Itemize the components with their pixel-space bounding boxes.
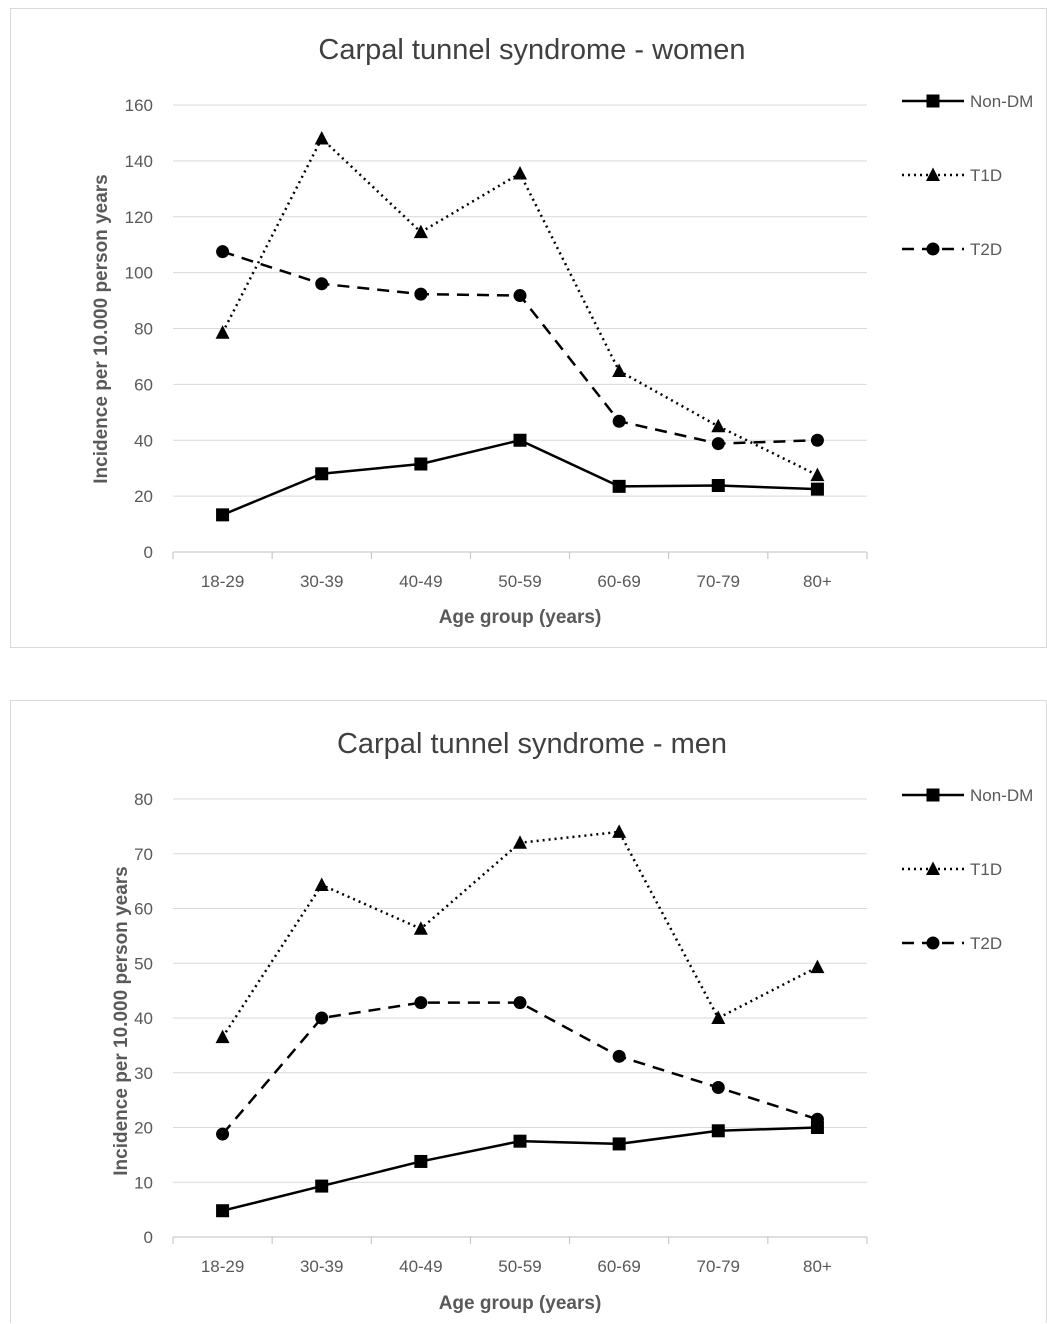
y-tick-label: 70	[134, 845, 153, 864]
legend-marker	[926, 167, 940, 181]
data-point-t2d	[513, 996, 527, 1010]
y-tick-label: 100	[125, 264, 153, 283]
data-point-t1d	[314, 131, 329, 145]
x-tick-label: 60-69	[597, 572, 640, 591]
data-point-t1d	[612, 363, 627, 377]
y-tick-label: 60	[134, 900, 153, 919]
data-point-t2d	[612, 1049, 626, 1063]
x-tick-label: 50-59	[498, 572, 541, 591]
x-tick-label: 40-49	[399, 572, 442, 591]
data-point-non-dm	[810, 482, 824, 496]
series-line-t2d	[222, 250, 818, 445]
data-point-non-dm	[711, 479, 725, 493]
chart-women: Carpal tunnel syndrome - women 0 20 40 60 80…	[10, 8, 1047, 648]
data-point-t1d	[413, 921, 428, 935]
data-point-t2d	[810, 433, 824, 447]
x-tick-label: 18-29	[201, 1257, 244, 1276]
legend-marker	[926, 936, 940, 950]
y-tick-label: 0	[144, 543, 153, 562]
data-point-t1d	[711, 418, 726, 433]
y-axis-label: Incidence per 10.000 person years	[111, 866, 132, 1175]
legend-label: T1D	[970, 166, 1002, 185]
data-point-t2d	[711, 437, 725, 451]
data-point-t1d	[810, 467, 825, 482]
chart-men-svg: Carpal tunnel syndrome - men 0 10 20 30 40 50…	[111, 728, 1033, 1314]
y-tick-label: 80	[134, 320, 153, 339]
data-point-t1d	[413, 224, 428, 239]
y-tick-label: 50	[134, 954, 153, 973]
data-point-t1d	[513, 835, 527, 849]
y-tick-label: 0	[144, 1228, 153, 1247]
data-point-non-dm	[216, 1204, 230, 1218]
y-tick-label: 10	[134, 1173, 153, 1192]
data-point-non-dm	[414, 1154, 428, 1168]
data-point-t2d	[711, 1081, 725, 1095]
legend-label: Non-DM	[970, 786, 1033, 805]
data-point-non-dm	[513, 433, 527, 447]
y-tick-label: 160	[125, 96, 153, 115]
data-point-t2d	[315, 1011, 329, 1025]
legend-label: T2D	[970, 240, 1002, 259]
data-point-t2d	[414, 996, 428, 1010]
legend-label: T2D	[970, 934, 1002, 953]
chart-title: Carpal tunnel syndrome - women	[318, 34, 745, 66]
x-tick-label: 80+	[803, 1257, 832, 1276]
data-point-non-dm	[216, 508, 230, 522]
chart-men: Carpal tunnel syndrome - men 0 10 20 30 40 50…	[10, 700, 1047, 1323]
data-point-non-dm	[315, 1179, 329, 1193]
y-axis-label: Incidence per 10.000 person years	[91, 174, 112, 483]
data-point-t2d	[216, 245, 230, 259]
legend-marker	[926, 861, 940, 875]
series-line-non-dm	[222, 438, 818, 516]
legend-label: T1D	[970, 860, 1002, 879]
legend-marker	[926, 242, 940, 256]
data-point-t2d	[513, 289, 527, 303]
data-point-t1d	[612, 824, 627, 838]
series-line-t2d	[221, 1001, 818, 1135]
data-point-non-dm	[612, 1137, 626, 1151]
y-tick-label: 80	[134, 790, 153, 809]
data-point-t2d	[414, 287, 428, 301]
data-point-t1d	[513, 165, 527, 180]
data-point-t2d	[216, 1127, 230, 1141]
y-tick-label: 60	[134, 375, 153, 394]
x-tick-label: 60-69	[597, 1257, 640, 1276]
y-tick-label: 40	[134, 431, 153, 450]
series-line-t1d	[221, 136, 818, 477]
data-point-t1d	[810, 959, 825, 974]
y-tick-label: 20	[134, 1119, 153, 1138]
x-tick-label: 40-49	[399, 1257, 442, 1276]
x-tick-label: 80+	[803, 572, 832, 591]
data-point-non-dm	[414, 457, 428, 471]
data-point-non-dm	[711, 1124, 725, 1138]
y-tick-label: 20	[134, 487, 153, 506]
legend-marker	[926, 788, 940, 802]
legend-label: Non-DM	[970, 92, 1033, 111]
data-point-t1d	[215, 1029, 230, 1044]
data-point-non-dm	[315, 467, 329, 481]
chart-title: Carpal tunnel syndrome - men	[337, 728, 727, 760]
y-tick-label: 30	[134, 1064, 153, 1083]
data-point-t2d	[612, 414, 626, 428]
data-point-non-dm	[513, 1134, 527, 1148]
data-point-non-dm	[612, 479, 626, 493]
data-point-t1d	[314, 877, 329, 891]
x-tick-label: 18-29	[201, 572, 244, 591]
data-point-t1d	[711, 1010, 726, 1024]
data-point-t1d	[215, 325, 230, 339]
x-axis-label: Age group (years)	[439, 607, 602, 628]
data-point-t2d	[315, 277, 329, 291]
y-tick-label: 140	[125, 152, 153, 171]
chart-women-svg: Carpal tunnel syndrome - women 0 20 40 60 80…	[91, 34, 1033, 628]
data-point-t2d	[810, 1112, 824, 1126]
x-tick-label: 30-39	[300, 1257, 343, 1276]
x-axis-label: Age group (years)	[439, 1293, 602, 1314]
x-tick-label: 70-79	[697, 572, 740, 591]
y-tick-label: 40	[134, 1009, 153, 1028]
x-tick-label: 30-39	[300, 572, 343, 591]
legend-marker	[926, 94, 940, 108]
x-tick-label: 50-59	[498, 1257, 541, 1276]
y-tick-label: 120	[125, 208, 153, 227]
x-tick-label: 70-79	[697, 1257, 740, 1276]
